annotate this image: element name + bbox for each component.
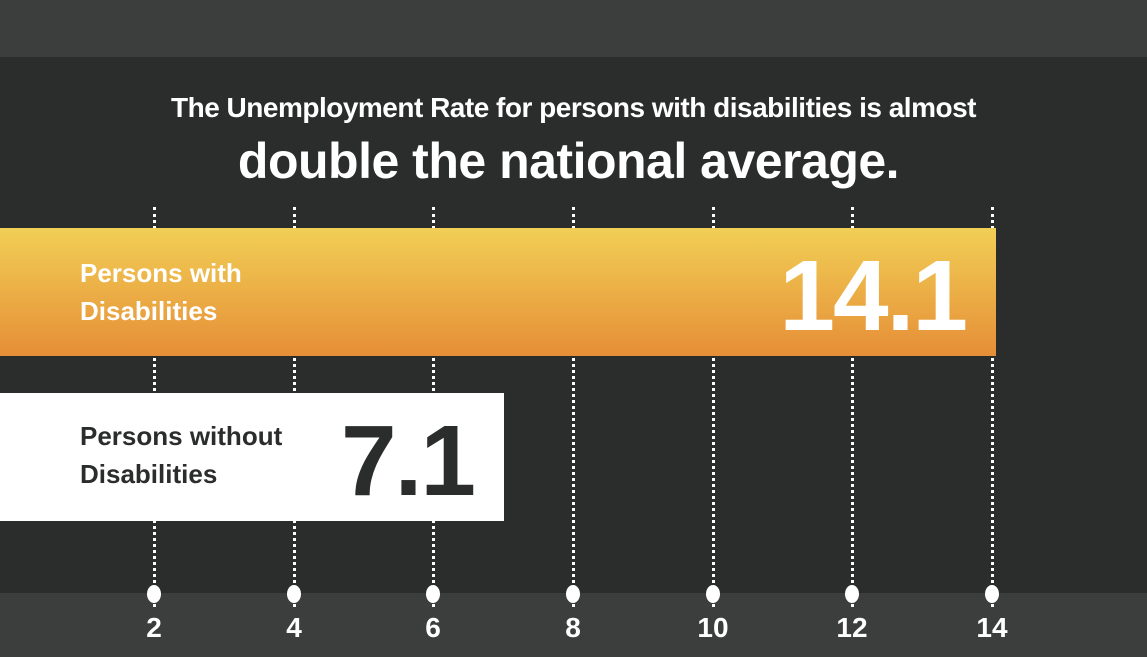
top-band bbox=[0, 0, 1147, 57]
tick-dot-icon bbox=[287, 585, 301, 603]
x-tick-label: 6 bbox=[425, 612, 441, 643]
bar-label-line1: Persons with bbox=[80, 258, 242, 288]
gridline bbox=[712, 207, 715, 607]
bar-value: 7.1 bbox=[340, 405, 476, 517]
tick-dot-icon bbox=[985, 585, 999, 603]
gridline bbox=[572, 207, 575, 607]
tick-dot-icon bbox=[845, 585, 859, 603]
x-tick-label: 2 bbox=[146, 612, 162, 643]
bar-persons-with-disabilities: Persons with Disabilities 14.1 bbox=[0, 228, 996, 356]
gridline bbox=[991, 207, 994, 607]
x-tick-label: 10 bbox=[697, 612, 729, 643]
bar-persons-without-disabilities: Persons without Disabilities 7.1 bbox=[0, 393, 504, 521]
tick-dot-icon bbox=[426, 585, 440, 603]
tick-dot-icon bbox=[566, 585, 580, 603]
chart-title-line2: double the national average. bbox=[237, 133, 900, 189]
bar-value: 14.1 bbox=[779, 240, 968, 352]
bar-label: Persons with Disabilities bbox=[80, 254, 242, 330]
x-tick-label: 14 bbox=[976, 612, 1008, 643]
tick-dot-icon bbox=[147, 585, 161, 603]
bar-label-line2: Disabilities bbox=[80, 296, 218, 326]
bar-label-line2: Disabilities bbox=[80, 459, 218, 489]
bar-label: Persons without Disabilities bbox=[80, 417, 282, 493]
bar-label-line1: Persons without bbox=[80, 421, 283, 451]
tick-dot-icon bbox=[706, 585, 720, 603]
x-tick-label: 8 bbox=[565, 612, 581, 643]
x-tick-label: 12 bbox=[836, 612, 868, 643]
gridline bbox=[851, 207, 854, 607]
chart-title-line1: The Unemployment Rate for persons with d… bbox=[170, 92, 977, 123]
x-tick-label: 4 bbox=[286, 612, 302, 643]
